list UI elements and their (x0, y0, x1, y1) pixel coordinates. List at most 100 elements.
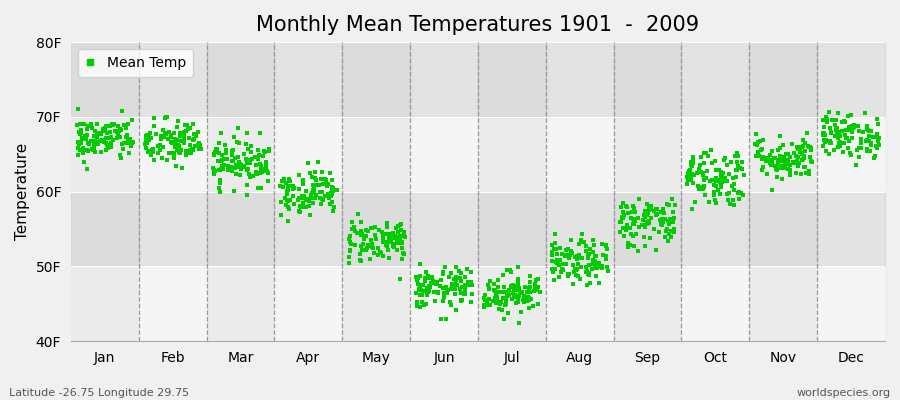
Point (826, 146, 841, 153)
Point (140, 140, 154, 146)
Point (639, 201, 653, 208)
Point (795, 151, 809, 157)
Point (599, 253, 614, 260)
Point (324, 192, 338, 199)
Point (684, 159, 698, 166)
Point (302, 197, 317, 204)
Point (254, 163, 268, 169)
Point (99, 135, 113, 142)
Point (166, 140, 181, 146)
Point (308, 194, 322, 201)
Point (248, 154, 262, 160)
Point (794, 171, 808, 178)
Point (390, 237, 404, 243)
Point (714, 180, 728, 186)
Point (386, 241, 400, 248)
Point (697, 177, 711, 183)
Point (846, 125, 860, 131)
Point (830, 125, 844, 131)
Point (596, 252, 610, 259)
Point (318, 193, 332, 199)
Point (573, 276, 588, 282)
Point (381, 246, 395, 253)
Point (346, 224, 361, 230)
Point (598, 242, 613, 249)
Point (526, 303, 540, 309)
Point (692, 165, 706, 172)
Point (443, 299, 457, 306)
Point (686, 180, 700, 186)
Point (76, 150, 90, 156)
Point (295, 177, 310, 183)
Point (238, 156, 253, 162)
Point (511, 264, 526, 270)
Point (158, 130, 173, 136)
Point (716, 170, 730, 176)
Point (307, 187, 321, 193)
Point (823, 125, 837, 131)
Point (279, 196, 293, 203)
Point (251, 156, 266, 162)
Point (240, 146, 255, 152)
Point (308, 169, 322, 175)
Point (628, 209, 643, 215)
Point (324, 189, 338, 195)
Point (520, 289, 535, 295)
Point (572, 273, 586, 280)
Point (168, 163, 183, 170)
Point (511, 285, 526, 291)
Point (555, 250, 570, 257)
Point (823, 138, 837, 144)
Point (507, 292, 521, 298)
Point (82, 141, 96, 148)
Point (428, 281, 443, 288)
Point (510, 276, 525, 282)
Point (391, 222, 405, 229)
Point (706, 182, 721, 188)
Point (586, 261, 600, 268)
Point (548, 231, 562, 237)
Point (77, 159, 92, 165)
Point (867, 154, 881, 161)
Point (419, 285, 434, 292)
Point (277, 195, 292, 201)
Point (368, 224, 382, 230)
Point (213, 177, 228, 183)
Point (506, 282, 520, 288)
Point (861, 128, 876, 134)
Point (281, 198, 295, 204)
Point (631, 214, 645, 221)
Point (767, 155, 781, 161)
Point (235, 164, 249, 170)
Point (112, 128, 127, 134)
Point (729, 150, 743, 156)
Point (665, 196, 680, 202)
Point (842, 127, 856, 134)
Point (97, 139, 112, 145)
Point (421, 273, 436, 280)
Point (698, 149, 713, 156)
Point (279, 180, 293, 186)
Point (285, 192, 300, 199)
Point (171, 142, 185, 148)
Point (364, 224, 379, 231)
Point (151, 150, 166, 156)
Point (141, 137, 156, 143)
Point (501, 292, 516, 298)
Point (778, 162, 792, 168)
Point (508, 294, 522, 300)
Point (234, 165, 248, 172)
Point (87, 138, 102, 144)
Point (480, 297, 494, 304)
Point (832, 140, 847, 146)
Point (864, 140, 878, 146)
Point (440, 289, 454, 296)
Point (412, 273, 427, 280)
Point (653, 209, 668, 215)
Point (632, 196, 646, 202)
Point (85, 146, 99, 152)
Point (709, 167, 724, 174)
Point (663, 228, 678, 234)
Point (755, 156, 770, 163)
Point (173, 132, 187, 139)
